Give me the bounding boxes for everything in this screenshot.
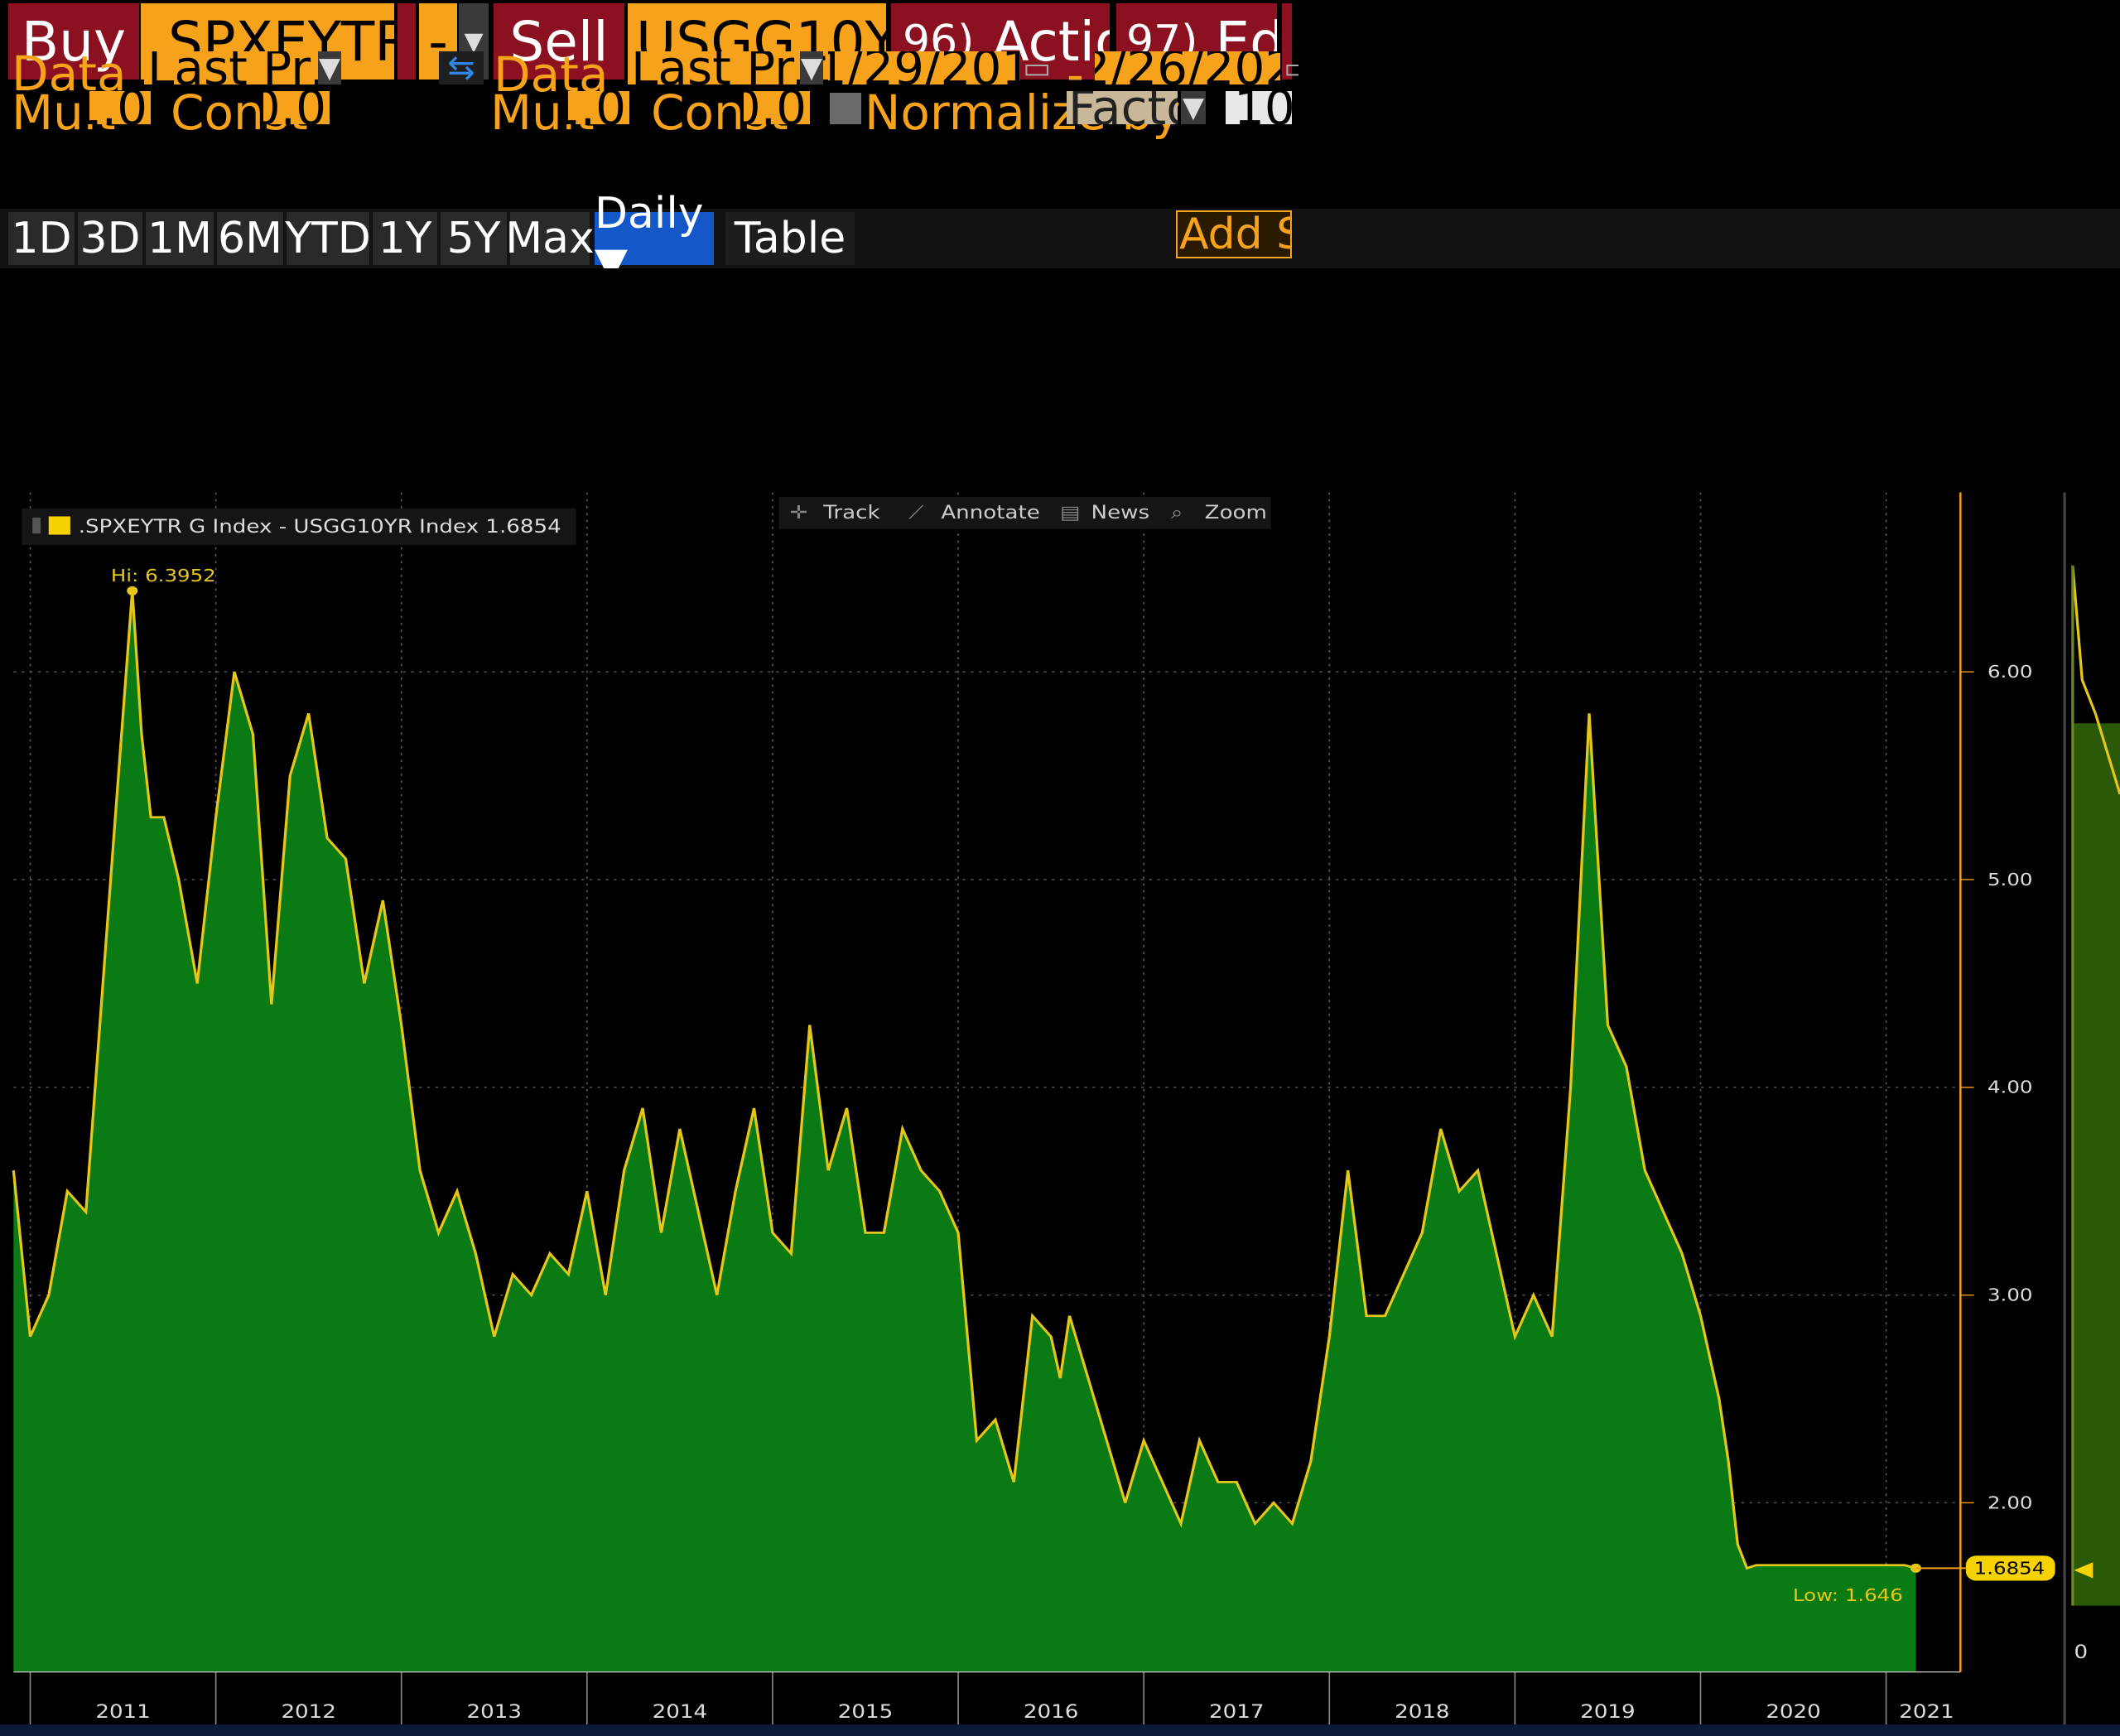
x-tick-label: 2011 <box>95 1701 150 1723</box>
legend-label: .SPXEYTR G Index - USGG10YR Index 1.6854 <box>79 516 561 538</box>
side-panel-zero: 0 <box>2074 1642 2088 1663</box>
area-fill <box>13 591 1916 1672</box>
table-button[interactable]: Table <box>725 212 855 265</box>
x-tick-label: 2014 <box>653 1701 707 1723</box>
right-data-dropdown[interactable]: ▼ <box>800 51 823 84</box>
left-data-field[interactable]: Last Price <box>144 51 315 84</box>
x-tick-label: 2017 <box>1209 1701 1264 1723</box>
toolbar-edge <box>1282 3 1292 80</box>
tab-1d[interactable]: 1D <box>8 212 75 265</box>
const2-field[interactable]: 0.0 <box>744 91 810 124</box>
news-icon[interactable]: ▤ <box>1060 502 1081 523</box>
period-select-daily[interactable]: Daily ▼ <box>595 189 714 288</box>
track-button[interactable]: Track <box>822 502 879 523</box>
chevron-down-icon: ▼ <box>464 27 484 56</box>
chart-tools-bar <box>778 497 1271 529</box>
track-icon[interactable]: ✛ <box>789 502 807 523</box>
zoom-icon[interactable]: ⌕ <box>1171 502 1183 523</box>
series-line <box>12 591 1916 1570</box>
swap-icon[interactable]: ⇆ <box>439 49 484 87</box>
right-data-field[interactable]: Last Price <box>628 51 797 84</box>
x-tick-label: 2012 <box>281 1701 335 1723</box>
sell-label: Sell <box>494 3 624 80</box>
y-tick-label: 5.00 <box>1988 870 2032 890</box>
last-value-label: 1.6854 <box>1974 1559 2045 1579</box>
factor-dropdown[interactable]: Factor <box>1067 91 1178 124</box>
const-field[interactable]: 0.0 <box>263 91 330 124</box>
side-last-marker-icon <box>2074 1562 2094 1579</box>
side-histogram-fill <box>2072 723 2120 1606</box>
tab-ytd[interactable]: YTD <box>285 212 371 265</box>
hi-marker <box>127 586 138 596</box>
x-tick-label: 2020 <box>1766 1701 1820 1723</box>
hi-label: Hi: 6.3952 <box>111 567 216 586</box>
tab-max[interactable]: Max <box>505 212 595 265</box>
annotate-button[interactable]: Annotate <box>941 502 1039 523</box>
y-tick-label: 4.00 <box>1988 1078 2032 1097</box>
bottom-status-strip <box>0 1724 2120 1736</box>
mult2-field[interactable]: 1.0 <box>565 91 629 124</box>
y-tick-label: 3.00 <box>1988 1285 2032 1305</box>
tab-6m[interactable]: 6M <box>217 212 283 265</box>
normalize-checkbox[interactable] <box>830 93 861 124</box>
buy-label: Buy <box>8 3 139 80</box>
annotate-icon[interactable]: ⟋ <box>908 502 923 523</box>
zoom-button[interactable]: Zoom <box>1205 502 1267 523</box>
legend-handle-icon[interactable] <box>32 517 41 534</box>
calendar-icon[interactable]: ▭ <box>1023 51 1052 85</box>
low-label: Low: 1.646 <box>1793 1586 1903 1606</box>
tab-5y[interactable]: 5Y <box>441 212 507 265</box>
legend-swatch <box>48 516 70 535</box>
end-date-field[interactable]: 02/26/2021 <box>1095 51 1280 84</box>
chevron-down-icon: ▼ <box>800 51 823 84</box>
x-tick-label: 2013 <box>467 1701 522 1723</box>
chevron-down-icon: ▼ <box>1182 91 1205 124</box>
factor-dropdown-button[interactable]: ▼ <box>1181 91 1206 124</box>
y-tick-label: 2.00 <box>1988 1493 2032 1513</box>
chevron-down-icon: ▼ <box>318 51 341 84</box>
spread-area-chart[interactable]: 2011 2012 2013 2014 2015 2016 2017 2018 2019 2020… <box>0 268 2120 1736</box>
legend-box <box>22 508 576 545</box>
left-data-dropdown[interactable]: ▼ <box>318 51 341 84</box>
side-histogram-curve <box>2071 565 2120 795</box>
side-histogram <box>2071 565 2120 1606</box>
last-point-marker <box>1910 1563 1921 1573</box>
x-tick-label: 2016 <box>1024 1701 1078 1723</box>
y-tick-label: 6.00 <box>1988 663 2032 682</box>
x-tick-label: 2018 <box>1395 1701 1449 1723</box>
news-button[interactable]: News <box>1091 502 1150 523</box>
tab-1m[interactable]: 1M <box>146 212 214 265</box>
mult-field[interactable]: 1.0 <box>86 91 151 124</box>
date-range-dash: - <box>1067 46 1084 103</box>
tab-3d[interactable]: 3D <box>78 212 142 265</box>
add-study-button[interactable]: Add Stud <box>1176 210 1292 258</box>
buy-divider <box>398 3 416 80</box>
last-value-badge <box>1965 1555 2055 1581</box>
factor-number-field[interactable]: 100.0 <box>1226 91 1292 124</box>
x-tick-label: 2021 <box>1899 1701 1954 1723</box>
tab-1y[interactable]: 1Y <box>373 212 437 265</box>
x-tick-label: 2019 <box>1580 1701 1635 1723</box>
start-date-field[interactable]: 11/29/2010 <box>828 51 1020 84</box>
x-tick-label: 2015 <box>838 1701 893 1723</box>
calendar-icon[interactable]: ▭ <box>1284 51 1298 84</box>
